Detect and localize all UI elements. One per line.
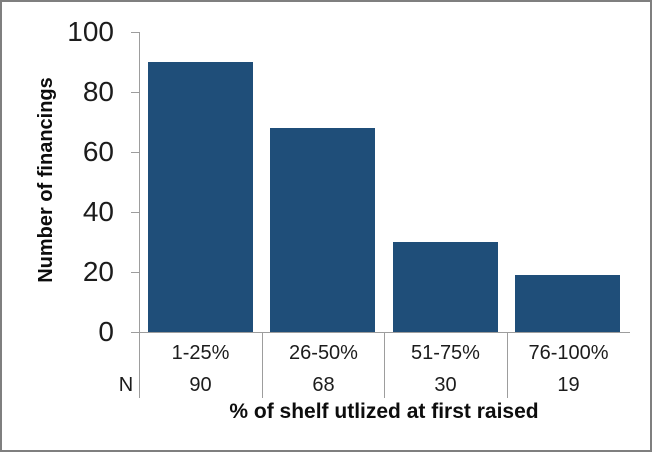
bar-51-75% [393, 242, 498, 332]
y-tick-label: 20 [82, 256, 114, 287]
y-tick-mark [131, 272, 139, 273]
y-tick-mark [131, 152, 139, 153]
x-axis-title: % of shelf utlized at first raised [229, 400, 539, 423]
y-tick-label: 100 [67, 16, 114, 47]
y-tick-mark [131, 332, 139, 333]
category-separator [384, 332, 385, 398]
category-label: 51-75% [411, 342, 480, 364]
category-label: 26-50% [289, 342, 358, 364]
category-separator [139, 332, 140, 398]
y-tick-label: 0 [98, 316, 114, 347]
bar-1-25% [148, 62, 253, 332]
y-tick-label: 60 [82, 136, 114, 167]
category-label: 1-25% [171, 342, 230, 364]
n-value: 90 [189, 374, 212, 396]
y-tick-mark [131, 92, 139, 93]
category-separator [262, 332, 263, 398]
category-label: 76-100% [528, 342, 609, 364]
bar-76-100% [515, 275, 620, 332]
y-tick-label: 40 [82, 196, 114, 227]
n-row-label: N [118, 374, 134, 396]
y-tick-mark [131, 32, 139, 33]
n-value: 19 [557, 374, 580, 396]
y-axis-line [139, 32, 140, 333]
n-value: 30 [434, 374, 457, 396]
y-tick-mark [131, 212, 139, 213]
n-value: 68 [312, 374, 335, 396]
category-separator [507, 332, 508, 398]
bar-26-50% [270, 128, 375, 332]
y-tick-label: 80 [82, 76, 114, 107]
